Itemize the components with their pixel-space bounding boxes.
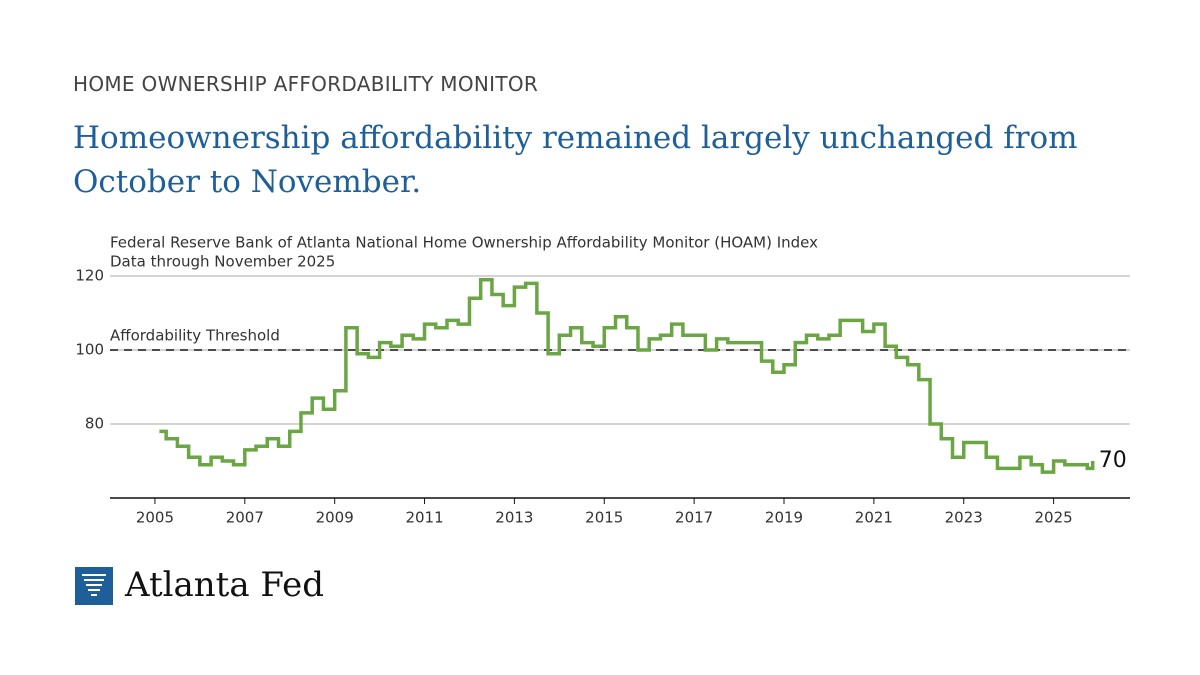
x-tick-label: 2011 xyxy=(405,509,443,527)
end-value-label: 70 xyxy=(1099,448,1127,473)
x-tick-label: 2025 xyxy=(1035,509,1073,527)
x-tick-label: 2019 xyxy=(765,509,803,527)
x-tick-label: 2013 xyxy=(495,509,533,527)
data-line xyxy=(159,277,1095,474)
note: Data through November 2025 xyxy=(110,253,335,271)
logo-glyph xyxy=(82,574,106,596)
x-tick-label: 2009 xyxy=(316,509,354,527)
y-tick-label: 80 xyxy=(85,415,104,433)
x-tick-label: 2017 xyxy=(675,509,713,527)
kicker: HOME OWNERSHIP AFFORDABILITY MONITOR xyxy=(73,72,539,96)
x-tick-label: 2005 xyxy=(136,509,174,527)
y-tick-label: 120 xyxy=(75,267,104,285)
x-tick-label: 2015 xyxy=(585,509,623,527)
chart-title: Homeownership affordability remained lar… xyxy=(73,120,1078,200)
x-tick-label: 2007 xyxy=(226,509,264,527)
x-tick-label: 2023 xyxy=(945,509,983,527)
logo: Atlanta Fed xyxy=(75,565,324,605)
brand: Atlanta Fed xyxy=(124,565,324,605)
threshold-label: Affordability Threshold xyxy=(110,327,280,345)
y-tick-label: 100 xyxy=(75,341,104,359)
x-tick-label: 2021 xyxy=(855,509,893,527)
subtitle: Federal Reserve Bank of Atlanta National… xyxy=(110,234,818,252)
